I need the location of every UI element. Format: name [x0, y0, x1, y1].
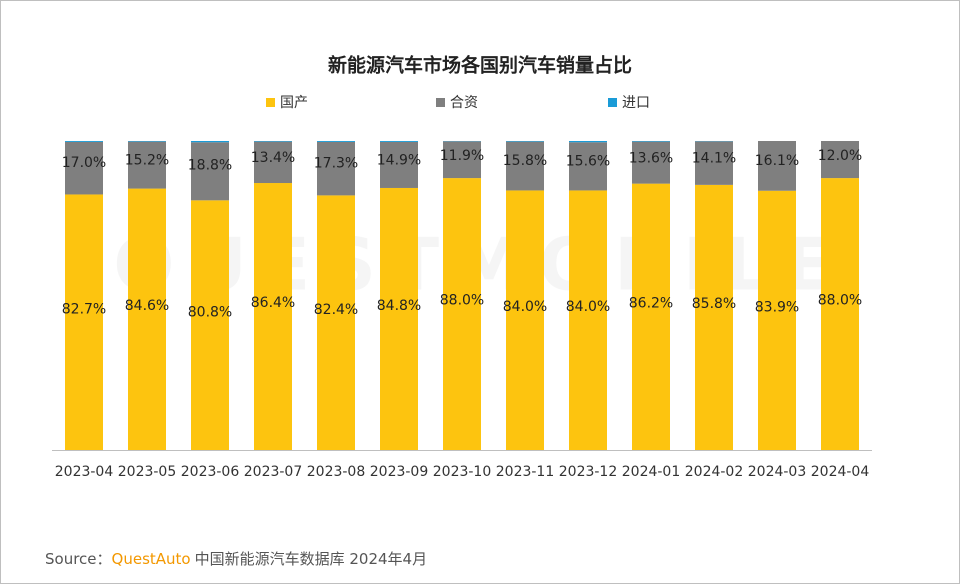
bar-segment	[380, 141, 418, 188]
bar-segment	[191, 141, 229, 143]
data-label: 88.0%	[440, 292, 484, 308]
bar-segment	[128, 188, 166, 450]
bar-segment	[317, 141, 355, 142]
data-label: 17.0%	[62, 155, 106, 171]
legend-label: 国产	[280, 95, 308, 111]
data-label: 84.0%	[566, 299, 610, 315]
bar-segment	[65, 194, 103, 450]
bar-segment	[821, 141, 859, 179]
bar-segment	[506, 141, 544, 191]
data-label: 14.1%	[692, 151, 736, 167]
bar-segment	[191, 200, 229, 450]
data-label: 15.6%	[566, 154, 610, 170]
x-tick-label: 2023-08	[307, 464, 366, 480]
bar-segment	[695, 184, 733, 451]
bar-segment	[821, 178, 859, 450]
bar-segment	[758, 190, 796, 450]
bar-segment	[632, 183, 670, 450]
x-tick-label: 2023-04	[55, 464, 114, 480]
bar-segment	[191, 142, 229, 201]
x-tick-label: 2023-12	[559, 464, 618, 480]
x-tick-label: 2024-03	[748, 464, 807, 480]
data-label: 88.0%	[818, 292, 862, 308]
legend-swatch	[608, 98, 617, 107]
bar-segment	[569, 141, 607, 143]
data-label: 15.2%	[125, 152, 169, 168]
legend: 国产 合资 进口	[266, 95, 650, 111]
data-label: 15.8%	[503, 153, 547, 169]
bar-segment	[380, 187, 418, 450]
bar-segment	[506, 190, 544, 450]
bar-segment	[254, 141, 292, 184]
bar-segment	[317, 195, 355, 450]
data-label: 84.6%	[125, 298, 169, 314]
x-tick-label: 2023-09	[370, 464, 429, 480]
data-label: 84.8%	[377, 298, 421, 314]
source: Source：QuestAuto 中国新能源汽车数据库 2024年4月	[45, 550, 427, 568]
bar-segment	[569, 190, 607, 450]
x-tick-label: 2023-11	[496, 464, 555, 480]
source-brand: QuestAuto	[112, 550, 191, 568]
data-label: 11.9%	[440, 148, 484, 164]
x-tick-label: 2023-07	[244, 464, 303, 480]
bar-segment	[443, 141, 481, 179]
source-text: 中国新能源汽车数据库 2024年4月	[195, 550, 428, 568]
bar-segment	[65, 141, 103, 195]
bar-segment	[65, 141, 103, 142]
data-label: 12.0%	[818, 148, 862, 164]
bar-segment	[758, 141, 796, 191]
legend-label: 进口	[622, 95, 650, 111]
legend-label: 合资	[450, 95, 478, 111]
data-label: 14.9%	[377, 152, 421, 168]
legend-swatch	[436, 98, 445, 107]
x-tick-label: 2024-02	[685, 464, 744, 480]
data-label: 13.6%	[629, 150, 673, 166]
data-label: 16.1%	[755, 153, 799, 169]
bar-segment	[254, 183, 292, 451]
data-label: 82.4%	[314, 302, 358, 318]
bar-segment	[380, 141, 418, 142]
bar-segment	[695, 141, 733, 185]
bar-segment	[506, 141, 544, 142]
data-label: 86.4%	[251, 295, 295, 311]
bar-segment	[632, 141, 670, 142]
x-tick-label: 2024-04	[811, 464, 870, 480]
bar-segment	[128, 141, 166, 189]
data-label: 13.4%	[251, 150, 295, 166]
source-label: Source：	[45, 550, 112, 568]
x-tick-label: 2023-10	[433, 464, 492, 480]
bar-segment	[254, 141, 292, 142]
x-tick-label: 2024-01	[622, 464, 681, 480]
x-tick-label: 2023-05	[118, 464, 177, 480]
bar-segment	[569, 142, 607, 191]
chart-title: 新能源汽车市场各国别汽车销量占比	[328, 54, 632, 77]
data-label: 86.2%	[629, 296, 673, 312]
data-label: 84.0%	[503, 299, 547, 315]
bar-segment	[443, 178, 481, 450]
x-tick-label: 2023-06	[181, 464, 240, 480]
bar-segment	[317, 141, 355, 196]
plot: 82.7% 17.0% 2023-04 84.6% 15.2% 2023-05 80.8% 1…	[55, 141, 870, 480]
bar-segment	[632, 141, 670, 184]
data-label: 85.8%	[692, 296, 736, 312]
legend-swatch	[266, 98, 275, 107]
data-label: 17.3%	[314, 155, 358, 171]
data-label: 80.8%	[188, 305, 232, 321]
bar-segment	[128, 141, 166, 142]
data-label: 83.9%	[755, 299, 799, 315]
data-label: 82.7%	[62, 301, 106, 317]
data-label: 18.8%	[188, 157, 232, 173]
